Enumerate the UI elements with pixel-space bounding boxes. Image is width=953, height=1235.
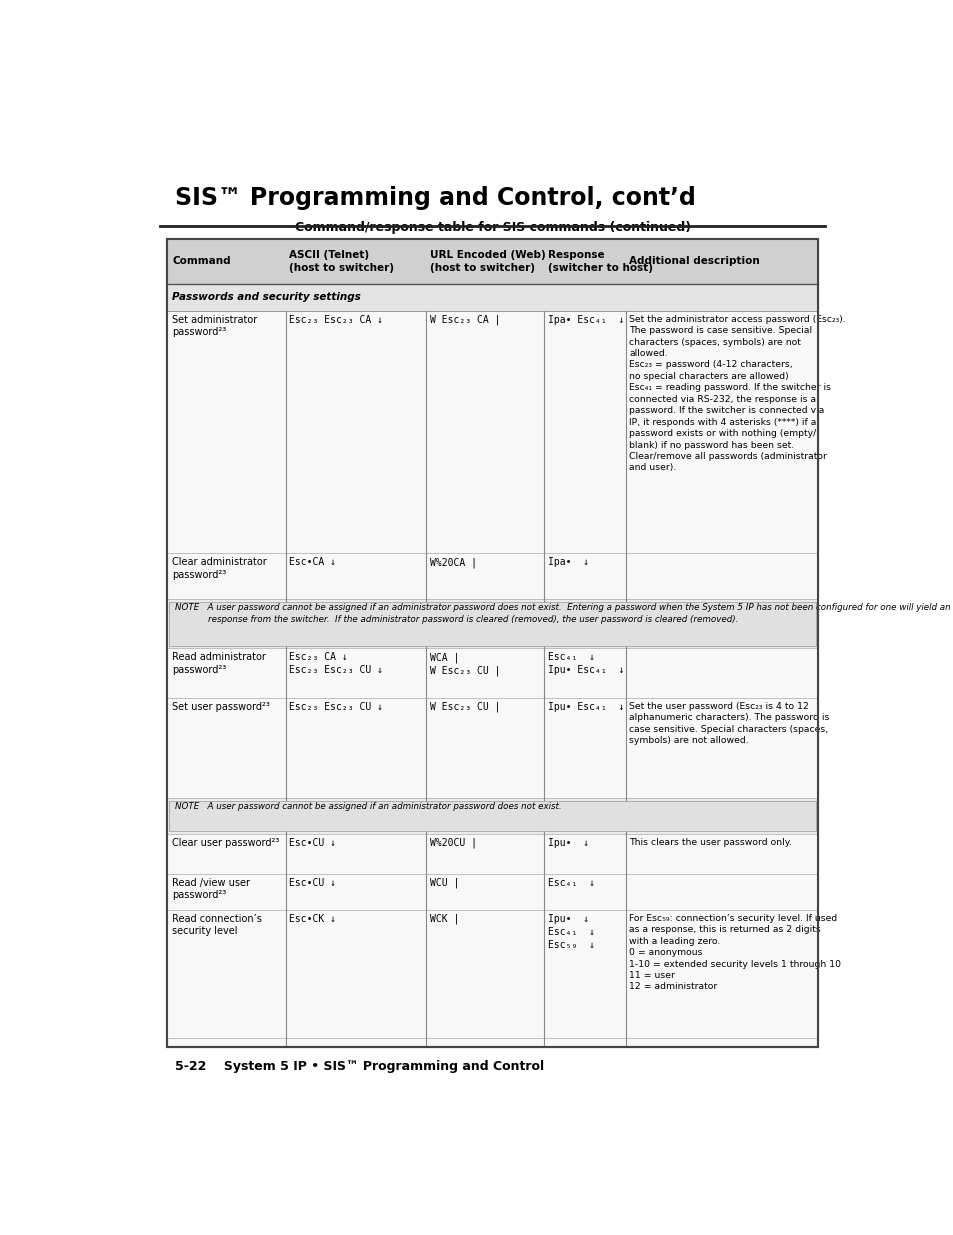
Text: Ipu• Esc₄₁  ↓: Ipu• Esc₄₁ ↓ [547, 701, 624, 711]
Text: WCK |: WCK | [429, 914, 458, 924]
Bar [167, 910, 817, 1039]
Text: Set user password²³: Set user password²³ [172, 701, 270, 711]
Text: Clear administrator
password²³: Clear administrator password²³ [172, 557, 267, 579]
Bar [167, 698, 817, 798]
Bar [169, 800, 816, 831]
Text: Esc₂₃ Esc₂₃ CA ↓: Esc₂₃ Esc₂₃ CA ↓ [289, 315, 383, 325]
Text: W%20CA |: W%20CA | [429, 557, 476, 568]
Text: For Esc₅₉: connection’s security level. If used
as a response, this is returned : For Esc₅₉: connection’s security level. … [629, 914, 841, 992]
Text: Set the user password (Esc₂₃ is 4 to 12
alphanumeric characters). The password i: Set the user password (Esc₂₃ is 4 to 12 … [629, 701, 829, 745]
Text: Esc•CK ↓: Esc•CK ↓ [289, 914, 336, 924]
Text: Esc₄₁  ↓: Esc₄₁ ↓ [547, 878, 595, 888]
Bar [167, 238, 817, 1047]
Text: Ipu•  ↓
Esc₄₁  ↓
Esc₅₉  ↓: Ipu• ↓ Esc₄₁ ↓ Esc₅₉ ↓ [547, 914, 595, 950]
Text: Ipa•  ↓: Ipa• ↓ [547, 557, 589, 567]
Text: 5-22    System 5 IP • SIS™ Programming and Control: 5-22 System 5 IP • SIS™ Programming and … [174, 1060, 543, 1072]
Bar [167, 834, 817, 874]
Bar [167, 648, 817, 698]
Bar [167, 238, 817, 1047]
Text: Esc₂₃ Esc₂₃ CU ↓: Esc₂₃ Esc₂₃ CU ↓ [289, 701, 383, 711]
Text: Ipa• Esc₄₁  ↓: Ipa• Esc₄₁ ↓ [547, 315, 624, 325]
Text: WCU |: WCU | [429, 878, 458, 888]
Text: SIS™ Programming and Control, cont’d: SIS™ Programming and Control, cont’d [174, 186, 695, 210]
Text: Read connection’s
security level: Read connection’s security level [172, 914, 262, 936]
Text: Response
(switcher to host): Response (switcher to host) [547, 251, 653, 273]
Text: W Esc₂₃ CA |: W Esc₂₃ CA | [429, 315, 499, 325]
Text: Esc₄₁  ↓
Ipu• Esc₄₁  ↓: Esc₄₁ ↓ Ipu• Esc₄₁ ↓ [547, 652, 624, 676]
Bar [167, 553, 817, 599]
Bar [167, 284, 817, 311]
Text: Esc•CU ↓: Esc•CU ↓ [289, 837, 336, 847]
Text: NOTE   A user password cannot be assigned if an administrator password does not : NOTE A user password cannot be assigned … [174, 603, 953, 624]
Text: Command: Command [172, 257, 231, 267]
Text: W Esc₂₃ CU |: W Esc₂₃ CU | [429, 701, 499, 713]
Text: Esc₂₃ CA ↓
Esc₂₃ Esc₂₃ CU ↓: Esc₂₃ CA ↓ Esc₂₃ Esc₂₃ CU ↓ [289, 652, 383, 676]
Text: Read /view user
password²³: Read /view user password²³ [172, 878, 251, 900]
Text: This clears the user password only.: This clears the user password only. [629, 837, 791, 847]
Bar [167, 599, 817, 648]
Text: Esc•CA ↓: Esc•CA ↓ [289, 557, 336, 567]
Bar [167, 874, 817, 910]
Text: Command/response table for SIS commands (continued): Command/response table for SIS commands … [294, 221, 690, 233]
Text: ASCII (Telnet)
(host to switcher): ASCII (Telnet) (host to switcher) [289, 251, 394, 273]
Text: Set administrator
password²³: Set administrator password²³ [172, 315, 257, 337]
Bar [169, 601, 816, 646]
Text: Passwords and security settings: Passwords and security settings [172, 293, 361, 303]
Bar [167, 311, 817, 553]
Text: Ipu•  ↓: Ipu• ↓ [547, 837, 589, 847]
Text: Set the administrator access password (Esc₂₃).
The password is case sensitive. S: Set the administrator access password (E… [629, 315, 845, 473]
Text: WCA |
W Esc₂₃ CU |: WCA | W Esc₂₃ CU | [429, 652, 499, 677]
Bar [167, 238, 817, 284]
Text: Clear user password²³: Clear user password²³ [172, 837, 279, 847]
Text: Read administrator
password²³: Read administrator password²³ [172, 652, 266, 674]
Text: Esc•CU ↓: Esc•CU ↓ [289, 878, 336, 888]
Text: Additional description: Additional description [629, 257, 760, 267]
Text: URL Encoded (Web)
(host to switcher): URL Encoded (Web) (host to switcher) [429, 251, 545, 273]
Bar [167, 798, 817, 834]
Text: NOTE   A user password cannot be assigned if an administrator password does not : NOTE A user password cannot be assigned … [174, 802, 560, 810]
Text: W%20CU |: W%20CU | [429, 837, 476, 848]
